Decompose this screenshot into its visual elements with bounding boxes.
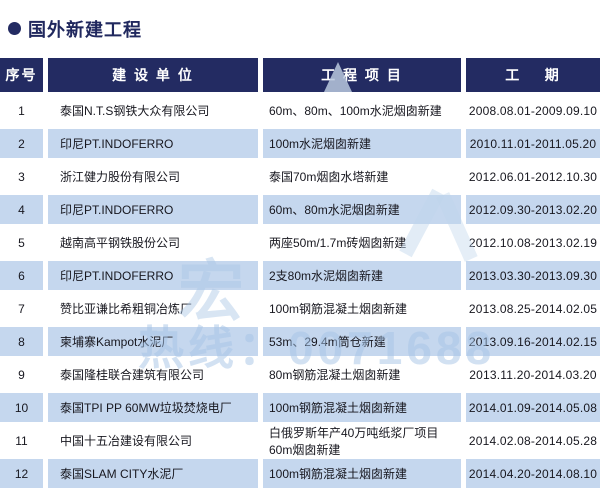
table-row: 2 印尼PT.INDOFERRO 100m水泥烟囱新建 2010.11.01-2… [0, 127, 600, 160]
row-no: 11 [15, 433, 28, 448]
row-period: 2014.04.20-2014.08.10 [466, 459, 600, 488]
row-no: 8 [0, 327, 43, 356]
row-period: 2010.11.01-2011.05.20 [466, 129, 600, 158]
row-period: 2012.10.08-2013.02.19 [468, 235, 598, 250]
table-row: 9 泰国隆桂联合建筑有限公司 80m钢筋混凝土烟囱新建 2013.11.20-2… [0, 358, 600, 391]
row-no: 9 [18, 367, 25, 382]
row-project: 100m钢筋混凝土烟囱新建 [263, 393, 461, 422]
table-row: 12 泰国SLAM CITY水泥厂 100m钢筋混凝土烟囱新建 2014.04.… [0, 457, 600, 490]
row-company: 泰国TPI PP 60MW垃圾焚烧电厂 [48, 393, 258, 422]
row-no: 4 [0, 195, 43, 224]
row-project: 53m、29.4m筒仓新建 [263, 327, 461, 356]
table-row: 5 越南高平钢铁股份公司 两座50m/1.7m砖烟囱新建 2012.10.08-… [0, 226, 600, 259]
row-period: 2013.11.20-2014.03.20 [469, 367, 597, 382]
row-period: 2013.09.16-2014.02.15 [466, 327, 600, 356]
table-row: 6 印尼PT.INDOFERRO 2支80m水泥烟囱新建 2013.03.30-… [0, 259, 600, 292]
table-header-row: 序号 建 设 单 位 工 程 项 目 工 期 [0, 58, 600, 92]
row-company: 越南高平钢铁股份公司 [60, 236, 181, 250]
table-row: 7 赞比亚谦比希粗铜冶炼厂 100m钢筋混凝土烟囱新建 2013.08.25-2… [0, 292, 600, 325]
row-no: 10 [0, 393, 43, 422]
row-company: 柬埔寨Kampot水泥厂 [48, 327, 258, 356]
row-no: 3 [18, 169, 25, 184]
row-no: 6 [0, 261, 43, 290]
table-row: 8 柬埔寨Kampot水泥厂 53m、29.4m筒仓新建 2013.09.16-… [0, 325, 600, 358]
row-no: 7 [18, 301, 25, 316]
row-no: 2 [0, 129, 43, 158]
row-company: 泰国SLAM CITY水泥厂 [48, 459, 258, 488]
row-project: 泰国70m烟囱水塔新建 [269, 170, 389, 184]
row-company: 浙江健力股份有限公司 [60, 170, 181, 184]
row-project: 100m钢筋混凝土烟囱新建 [269, 302, 408, 316]
row-no: 5 [18, 235, 25, 250]
page-title: 国外新建工程 [28, 19, 142, 40]
table-row: 3 浙江健力股份有限公司 泰国70m烟囱水塔新建 2012.06.01-2012… [0, 160, 600, 193]
table-row: 4 印尼PT.INDOFERRO 60m、80m水泥烟囱新建 2012.09.3… [0, 193, 600, 226]
row-project: 80m钢筋混凝土烟囱新建 [269, 368, 401, 382]
row-company: 印尼PT.INDOFERRO [48, 261, 258, 290]
header-project: 工 程 项 目 [263, 58, 461, 92]
header-no: 序号 [0, 58, 43, 92]
row-period: 2012.09.30-2013.02.20 [466, 195, 600, 224]
row-period: 2012.06.01-2012.10.30 [468, 169, 598, 184]
row-company: 泰国隆桂联合建筑有限公司 [60, 368, 205, 382]
row-no: 12 [0, 459, 43, 488]
row-project: 60m、80m、100m水泥烟囱新建 [269, 104, 442, 118]
row-project: 100m钢筋混凝土烟囱新建 [263, 459, 461, 488]
header-period: 工 期 [466, 58, 600, 92]
table-row: 11 中国十五冶建设有限公司 白俄罗斯年产40万吨纸浆厂项目60m烟囱新建 20… [0, 424, 600, 457]
bullet-icon [8, 22, 21, 35]
header-company: 建 设 单 位 [48, 58, 258, 92]
row-company: 印尼PT.INDOFERRO [48, 195, 258, 224]
row-company: 赞比亚谦比希粗铜冶炼厂 [60, 302, 193, 316]
table-row: 10 泰国TPI PP 60MW垃圾焚烧电厂 100m钢筋混凝土烟囱新建 201… [0, 391, 600, 424]
row-project: 白俄罗斯年产40万吨纸浆厂项目60m烟囱新建 [269, 425, 439, 457]
table-row: 1 泰国N.T.S钢铁大众有限公司 60m、80m、100m水泥烟囱新建 200… [0, 94, 600, 127]
title-bar: 国外新建工程 [0, 0, 600, 46]
projects-table: 序号 建 设 单 位 工 程 项 目 工 期 1 泰国N.T.S钢铁大众有限公司… [0, 58, 600, 490]
row-company: 中国十五冶建设有限公司 [60, 434, 193, 448]
row-project: 60m、80m水泥烟囱新建 [263, 195, 461, 224]
row-period: 2008.08.01-2009.09.10 [468, 103, 598, 118]
row-period: 2014.02.08-2014.05.28 [468, 433, 598, 448]
row-period: 2013.03.30-2013.09.30 [466, 261, 600, 290]
row-company: 泰国N.T.S钢铁大众有限公司 [60, 104, 210, 118]
row-project: 100m水泥烟囱新建 [263, 129, 461, 158]
row-period: 2013.08.25-2014.02.05 [468, 301, 598, 316]
row-project: 两座50m/1.7m砖烟囱新建 [269, 236, 407, 250]
row-project: 2支80m水泥烟囱新建 [263, 261, 461, 290]
row-no: 1 [18, 103, 25, 118]
row-period: 2014.01.09-2014.05.08 [466, 393, 600, 422]
row-company: 印尼PT.INDOFERRO [48, 129, 258, 158]
